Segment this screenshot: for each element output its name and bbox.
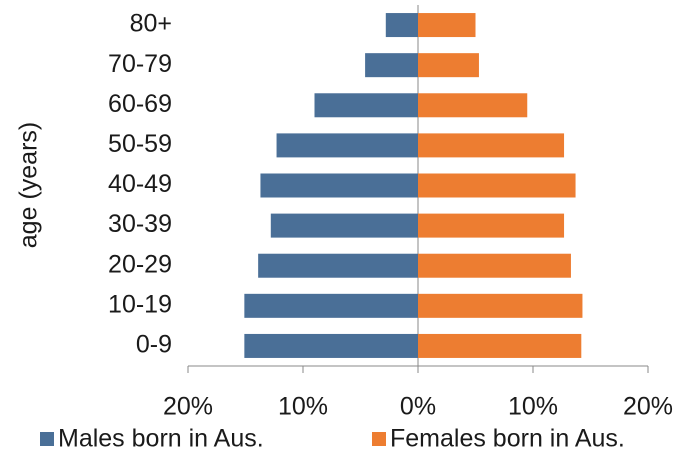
bar (385, 13, 418, 38)
bar (418, 53, 479, 78)
bar (244, 333, 418, 358)
bar (418, 133, 565, 158)
bar (418, 213, 565, 238)
x-tick-label: 10% (508, 393, 558, 421)
bar (276, 133, 418, 158)
x-tick-label: 20% (163, 393, 213, 421)
y-tick-label: 20-29 (108, 250, 172, 278)
y-tick-label: 60-69 (108, 90, 172, 118)
legend-swatch (40, 432, 54, 446)
y-tick-label: 50-59 (108, 130, 172, 158)
bar (260, 173, 418, 198)
y-tick-label: 0-9 (136, 331, 172, 359)
bar (418, 293, 583, 318)
bar (418, 253, 571, 278)
y-axis-label: age (years) (15, 122, 43, 248)
legend-label: Males born in Aus. (58, 425, 264, 453)
y-tick-label: 30-39 (108, 210, 172, 238)
legend-label: Females born in Aus. (390, 425, 625, 453)
legend-swatch (372, 432, 386, 446)
x-tick-label: 20% (623, 393, 673, 421)
bar (365, 53, 418, 78)
bar (258, 253, 418, 278)
bar (418, 173, 576, 198)
y-tick-label: 70-79 (108, 50, 172, 78)
bar (418, 333, 582, 358)
bar (418, 13, 476, 38)
bar (244, 293, 418, 318)
bar (270, 213, 418, 238)
y-tick-label: 40-49 (108, 170, 172, 198)
y-tick-label: 10-19 (108, 290, 172, 318)
y-tick-label: 80+ (130, 10, 172, 38)
x-tick-label: 0% (400, 393, 436, 421)
bar (418, 93, 528, 118)
x-tick-label: 10% (278, 393, 328, 421)
bar (314, 93, 418, 118)
